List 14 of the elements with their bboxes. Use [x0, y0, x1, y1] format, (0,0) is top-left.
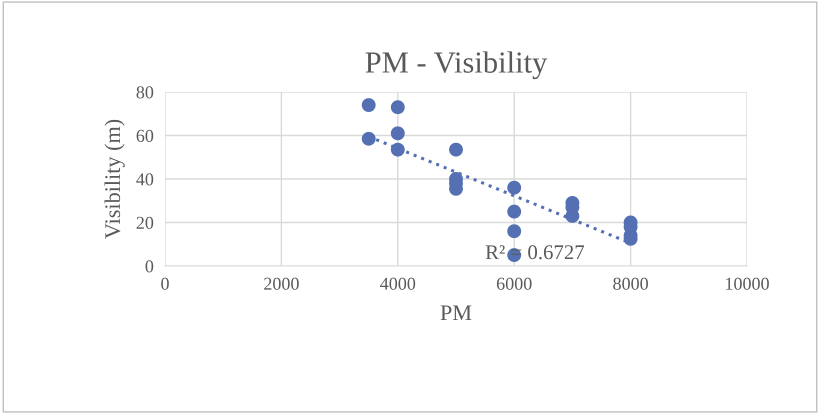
y-tick-label: 60 [136, 130, 154, 142]
x-tick-label: 2000 [264, 278, 299, 290]
x-tick-label: 10000 [726, 278, 769, 290]
x-axis-title: PM [440, 305, 472, 320]
x-tick-label: 0 [161, 278, 169, 290]
x-tick-label: 4000 [380, 278, 416, 290]
y-tick-label: 0 [146, 260, 154, 272]
y-tick-label: 20 [136, 216, 154, 229]
y-axis-title: Visibility (m) [104, 120, 125, 239]
y-tick-label: 40 [136, 173, 154, 186]
x-tick-label: 8000 [613, 278, 648, 290]
x-tick-label: 6000 [496, 278, 532, 290]
y-tick-label: 80 [136, 86, 154, 98]
chart-title: PM - Visibility [366, 51, 548, 80]
